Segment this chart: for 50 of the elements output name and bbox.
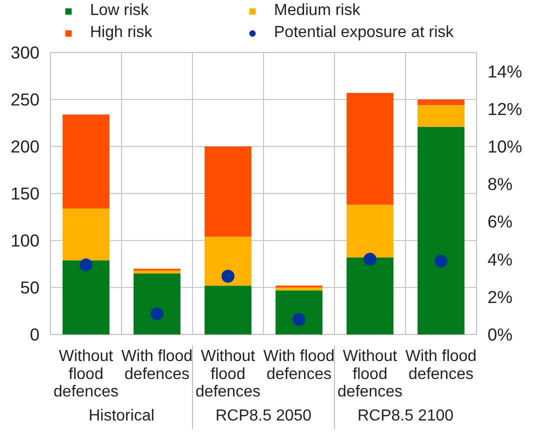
bar [62, 260, 110, 334]
x-tick-label: Without flood defences [54, 348, 118, 401]
bar [62, 114, 110, 209]
x-tick-label: With flood defences [121, 348, 193, 383]
point [222, 270, 234, 283]
legend-label: Medium risk [274, 2, 362, 20]
bar [418, 126, 464, 334]
y-tick-label: 200 [10, 136, 40, 156]
x-tick-label: With flood defences [405, 348, 477, 383]
bar [134, 270, 180, 274]
bar [346, 92, 394, 205]
bar [276, 288, 322, 290]
y2-tick-label: 8% [488, 174, 513, 194]
y2-tick-label: 0% [488, 324, 513, 344]
bar [346, 257, 394, 334]
x-tick-label: Without flood defences [196, 348, 260, 401]
text: RCP8.5 2050 [215, 408, 312, 425]
text: RCP8.5 2100 [357, 408, 454, 425]
bar [134, 273, 180, 334]
y2-tick-label: 10% [488, 136, 522, 156]
point [292, 312, 306, 326]
x-tick-label: With flood defences [263, 348, 335, 383]
y-tick-label: 50 [20, 278, 40, 298]
y2-tick-label: 6% [488, 212, 513, 232]
y2-tick-label: 14% [488, 61, 522, 82]
bar [204, 286, 252, 334]
legend-label: Potential exposure at risk [274, 24, 454, 42]
text: Historical [88, 408, 154, 425]
y-tick-label: 100 [10, 230, 40, 250]
point [150, 307, 164, 320]
y2-tick-label: 2% [488, 286, 513, 307]
bar [204, 236, 252, 286]
bar [346, 204, 394, 258]
y-tick-label: 300 [10, 42, 40, 62]
bar [204, 146, 252, 237]
x-tick-label: Without flood defences [338, 348, 402, 401]
point [364, 252, 376, 266]
bar [418, 100, 464, 106]
y2-tick-label: 4% [488, 249, 513, 270]
y-tick-label: 150 [10, 184, 40, 204]
bar [62, 208, 110, 260]
y2-tick-label: 12% [488, 98, 522, 119]
bar [276, 290, 322, 334]
y-tick-label: 0 [30, 324, 40, 344]
bar [418, 105, 464, 127]
legend-label: Low risk [90, 2, 150, 20]
y-tick-label: 250 [10, 90, 40, 110]
point [434, 254, 448, 268]
legend-label: High risk [90, 24, 154, 42]
point [80, 258, 92, 272]
